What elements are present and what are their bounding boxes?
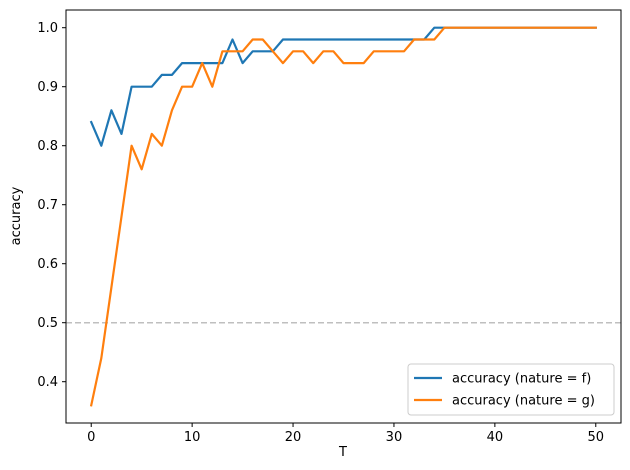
series-line-nature-g — [89, 26, 597, 407]
legend-box — [407, 363, 615, 416]
legend-label-nature-f: accuracy (nature = f) — [452, 372, 591, 387]
x-axis-label: T — [338, 445, 347, 460]
x-tick-label: 20 — [285, 430, 302, 445]
x-tick-label: 10 — [184, 430, 201, 445]
x-tick-label: 0 — [87, 430, 95, 445]
plot-frame — [65, 9, 622, 424]
y-tick-label: 0.4 — [37, 375, 58, 390]
y-tick-label: 0.5 — [37, 316, 58, 331]
y-tick-label: 0.8 — [37, 139, 58, 154]
x-tick-label: 50 — [587, 430, 604, 445]
y-tick-label: 1.0 — [37, 21, 58, 36]
y-axis-label: accuracy — [9, 186, 24, 245]
y-tick-label: 0.9 — [37, 80, 58, 95]
legend-label-nature-g: accuracy (nature = g) — [452, 394, 595, 409]
x-tick-label: 30 — [386, 430, 403, 445]
y-tick-label: 0.6 — [37, 257, 58, 272]
x-tick-label: 40 — [487, 430, 504, 445]
legend: accuracy (nature = f) accuracy (nature =… — [407, 363, 615, 416]
y-tick-label: 0.7 — [37, 198, 58, 213]
